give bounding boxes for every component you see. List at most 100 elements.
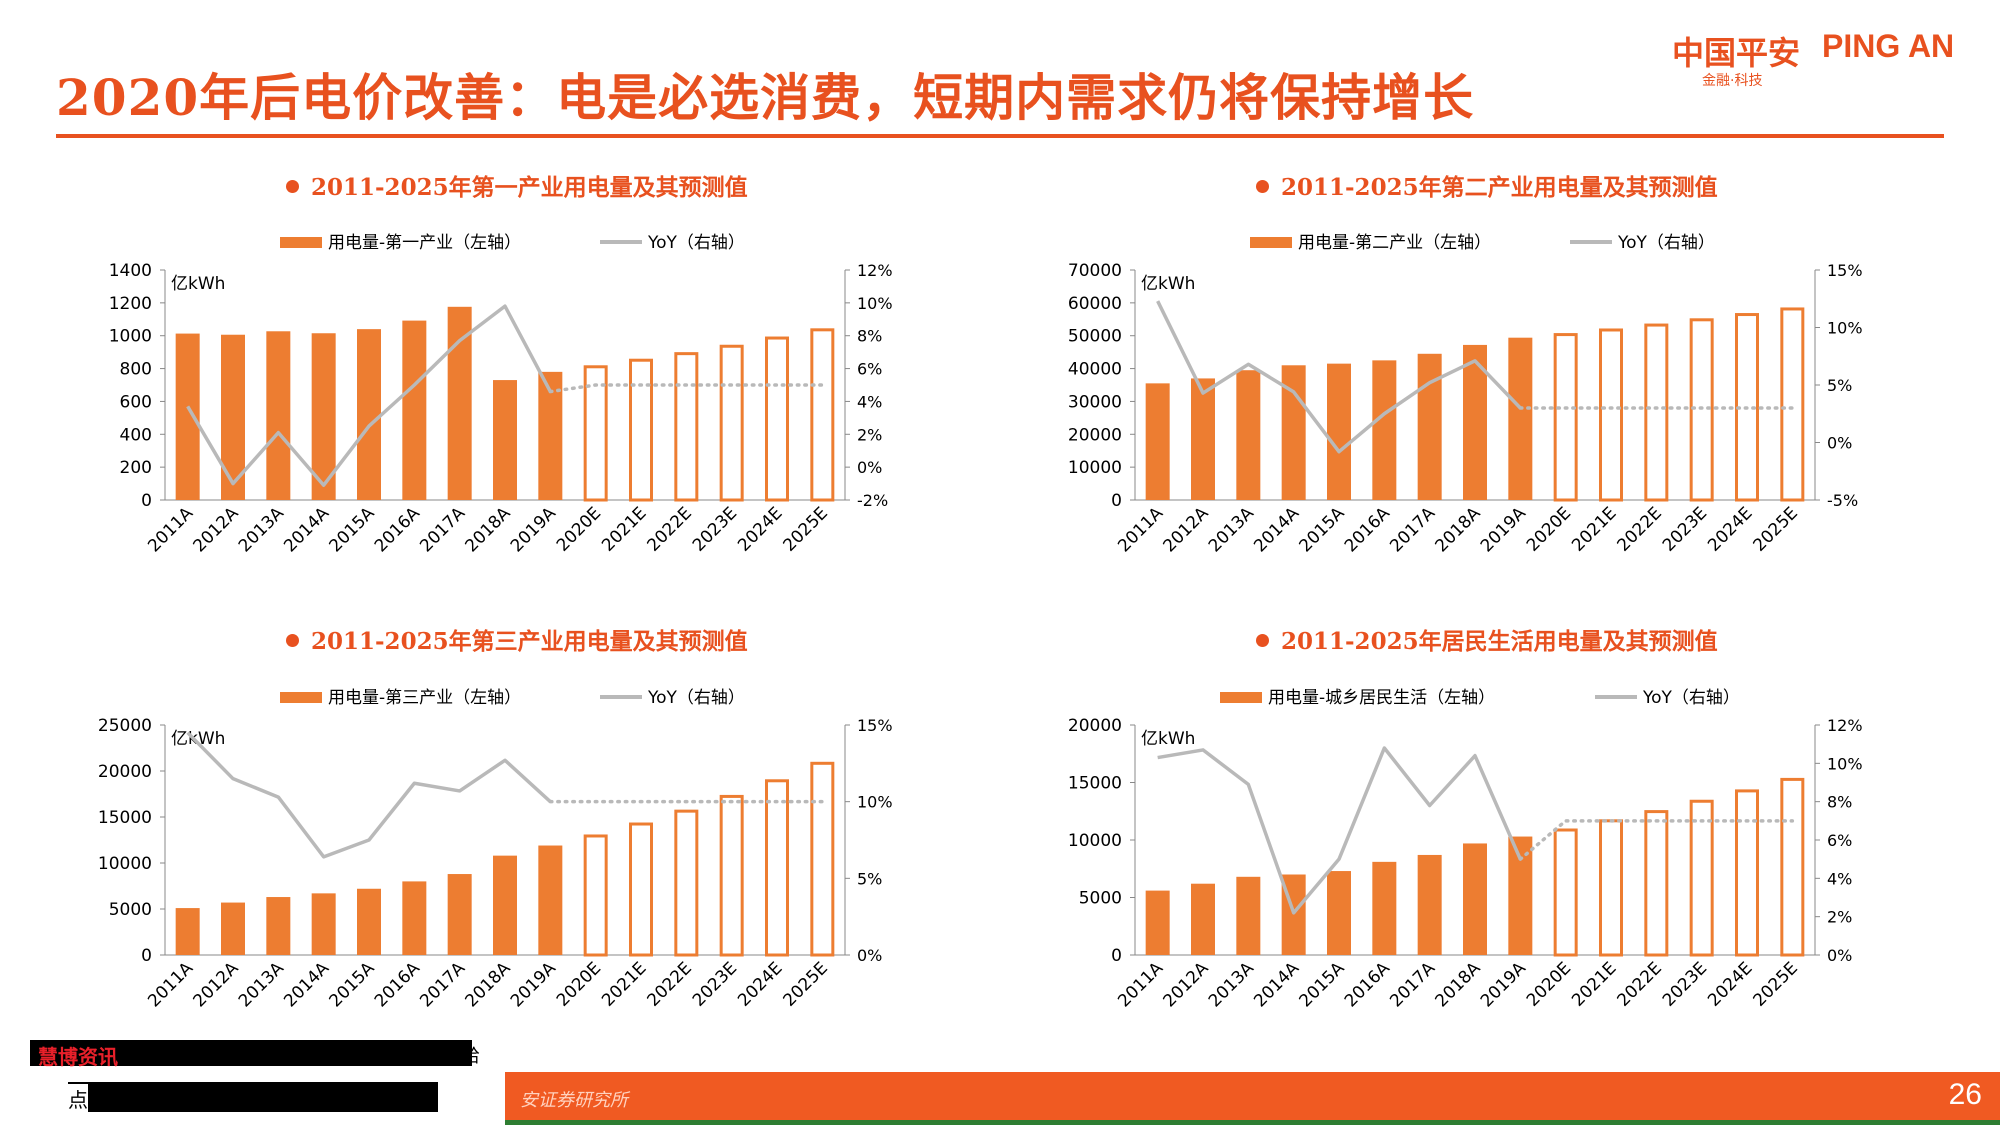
footer-source: 安证券研究所 — [520, 1090, 628, 1111]
bar — [311, 893, 336, 955]
chart-2-title: 2011-2025年第二产业用电量及其预测值 — [1256, 168, 1718, 202]
chart-3-title-text: 2011-2025年第三产业用电量及其预测值 — [311, 628, 748, 655]
y-left-tick-label: 15000 — [1068, 774, 1122, 794]
x-tick-label: 2018A — [1432, 503, 1485, 556]
x-tick-label: 2022E — [1614, 958, 1666, 1010]
y-right-tick-label: 0% — [857, 458, 882, 477]
legend-bar-swatch — [280, 237, 322, 248]
y-right-tick-label: 10% — [857, 294, 893, 313]
x-tick-label: 2012A — [1160, 503, 1213, 556]
bullet-icon — [1256, 634, 1269, 647]
x-tick-label: 2022E — [1614, 503, 1666, 555]
footer-accent-line — [505, 1120, 2000, 1125]
forecast-bar — [1553, 828, 1578, 957]
x-tick-label: 2011A — [1114, 958, 1167, 1011]
y-right-tick-label: 10% — [1827, 754, 1863, 773]
x-tick-label: 2014A — [1250, 958, 1303, 1011]
x-tick-label: 2013A — [235, 958, 288, 1011]
forecast-bar — [810, 328, 835, 502]
y-right-tick-label: 5% — [857, 869, 882, 888]
y-left-tick-label: 5000 — [1079, 889, 1122, 909]
x-tick-label: 2023E — [689, 503, 741, 555]
x-tick-label: 2019A — [1477, 503, 1530, 556]
bar — [493, 855, 517, 955]
x-tick-label: 2013A — [1205, 503, 1258, 556]
y-right-tick-label: -2% — [857, 491, 888, 510]
legend-bar-label: 用电量-第二产业（左轴） — [1298, 233, 1491, 253]
bar — [1191, 883, 1215, 955]
bar — [402, 320, 427, 500]
x-tick-label: 2015A — [1296, 503, 1349, 556]
x-tick-label: 2020E — [553, 503, 605, 555]
watermark-tag: 慧博资讯 — [38, 1045, 118, 1069]
x-tick-label: 2018A — [462, 503, 515, 556]
bar — [1327, 363, 1351, 500]
y-left-tick-label: 0 — [1111, 946, 1122, 966]
chart-residential: 用电量-城乡居民生活（左轴） YoY（右轴） 亿kWh 0 5000 10000 15000… — [1068, 688, 1863, 1011]
y-left-tick-label: 50000 — [1068, 327, 1122, 347]
x-tick-label: 2016A — [371, 958, 424, 1011]
y-left-tick-label: 20000 — [98, 762, 152, 782]
bar — [493, 380, 517, 500]
logo-chinese-text: 中国平安 — [1672, 34, 1801, 72]
x-tick-label: 2014A — [280, 958, 333, 1011]
x-tick-label: 2021E — [1568, 958, 1620, 1010]
y-right-tick-label: 8% — [1827, 793, 1852, 812]
bar — [1417, 854, 1442, 955]
forecast-bar — [1689, 799, 1714, 957]
x-tick-label: 2022E — [644, 958, 696, 1010]
x-tick-label: 2025E — [1750, 958, 1802, 1010]
ping-an-logo: 中国平安 PING AN 金融·科技 — [1672, 28, 1977, 89]
y-left-tick-label: 0 — [1111, 491, 1122, 511]
y-left-tick-label: 25000 — [98, 716, 152, 736]
y-right-tick-label: 4% — [857, 392, 882, 411]
bar — [357, 329, 381, 500]
legend-line-label: YoY（右轴） — [1617, 233, 1715, 253]
forecast-bar — [674, 809, 699, 957]
x-tick-label: 2024E — [734, 503, 786, 555]
logo-english-text: PING AN — [1822, 28, 1955, 64]
x-tick-label: 2020E — [553, 958, 605, 1010]
y-right-tick-label: 2% — [1827, 908, 1852, 927]
x-tick-label: 2012A — [190, 958, 243, 1011]
bar — [1372, 360, 1397, 500]
x-tick-label: 2019A — [507, 958, 560, 1011]
bar — [1372, 861, 1397, 955]
x-tick-label: 2013A — [1205, 958, 1258, 1011]
bar — [1145, 383, 1170, 500]
bar — [402, 881, 427, 955]
y-left-tick-label: 10000 — [1068, 458, 1122, 478]
x-tick-label: 2011A — [144, 503, 197, 556]
x-tick-label: 2018A — [1432, 958, 1485, 1011]
bullet-icon — [286, 180, 299, 193]
y-left-tick-label: 20000 — [1068, 716, 1122, 736]
forecast-bar — [1689, 318, 1714, 502]
x-tick-label: 2015A — [326, 958, 379, 1011]
y-right-tick-label: 10% — [1827, 319, 1863, 338]
title-divider — [56, 134, 1944, 138]
legend-line-label: YoY（右轴） — [647, 688, 745, 708]
y-left-tick-label: 0 — [141, 946, 152, 966]
bar — [538, 845, 563, 955]
chart-4-title: 2011-2025年居民生活用电量及其预测值 — [1256, 622, 1718, 656]
x-tick-label: 2024E — [1704, 503, 1756, 555]
chart-2-title-text: 2011-2025年第二产业用电量及其预测值 — [1281, 174, 1718, 201]
x-tick-label: 2017A — [1386, 503, 1439, 556]
y-right-tick-label: 10% — [857, 793, 893, 812]
y-right-tick-label: 0% — [1827, 946, 1852, 965]
watermark-tail: 给 — [462, 1046, 480, 1067]
x-tick-label: 2012A — [190, 503, 243, 556]
y-right-tick-label: 12% — [1827, 716, 1863, 735]
y-left-tick-label: 70000 — [1068, 261, 1122, 281]
y-left-tick-label: 40000 — [1068, 360, 1122, 380]
forecast-bar — [1599, 819, 1623, 957]
bar — [1508, 836, 1533, 955]
x-tick-label: 2017A — [1386, 958, 1439, 1011]
chart-primary-industry: 用电量-第一产业（左轴） YoY（右轴） 亿kWh 0 200 400 600 800 1000… — [109, 233, 893, 556]
x-tick-label: 2016A — [1341, 503, 1394, 556]
watermark-banner: 慧博资讯 给 — [30, 1040, 480, 1069]
bar — [1236, 876, 1261, 955]
y-left-tick-label: 30000 — [1068, 392, 1122, 412]
x-tick-label: 2023E — [1659, 958, 1711, 1010]
forecast-bar — [583, 365, 608, 502]
